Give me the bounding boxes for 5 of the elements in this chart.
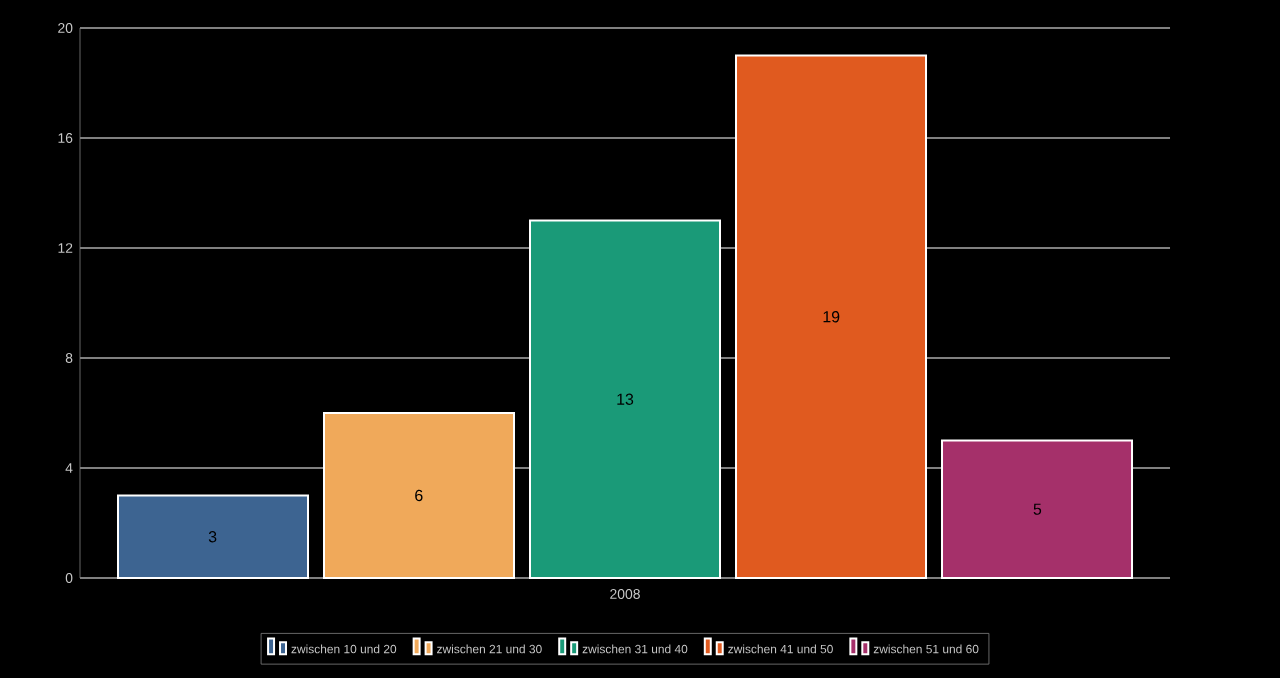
- bar: [941, 439, 1134, 579]
- bar: [735, 54, 928, 579]
- bar: [323, 412, 516, 579]
- bar: [529, 219, 722, 579]
- bar: [117, 494, 310, 579]
